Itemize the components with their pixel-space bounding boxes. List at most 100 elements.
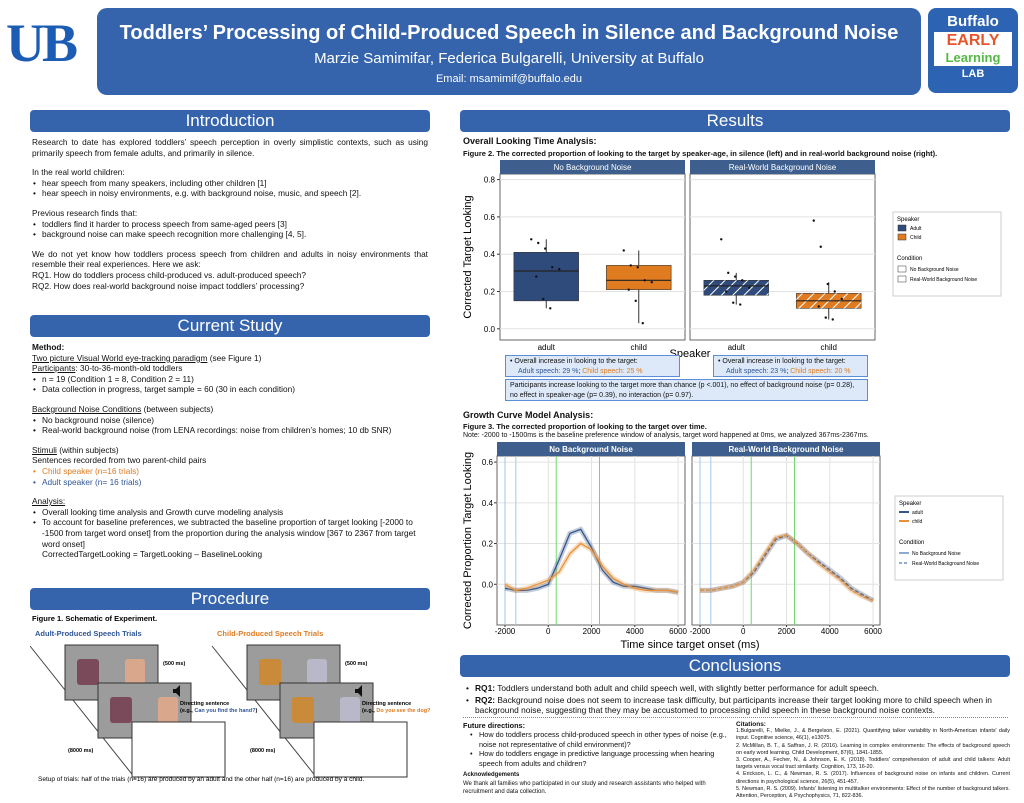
- picture: [125, 659, 145, 685]
- line: Sentences recorded from two parent-child…: [32, 455, 207, 466]
- panel-strip: [500, 160, 685, 174]
- legend-label: Adult: [910, 226, 922, 232]
- data-point: [629, 264, 632, 267]
- section-heading: Results: [460, 110, 1010, 132]
- legend-title: Condition: [897, 256, 922, 262]
- data-point: [741, 279, 744, 282]
- panel-strip: [690, 160, 875, 174]
- legend-title: Condition: [899, 540, 924, 546]
- child-value: Child speech: 25 %: [582, 367, 643, 375]
- data-point: [530, 238, 533, 241]
- citation: 3. Cooper, A., Fecher, N., & Johnson, E.…: [736, 757, 1010, 771]
- future-heading: Future directions:: [463, 721, 526, 730]
- figure-2: Corrected Target Looking 0.0 0.2 0.4 0.6 0.8 N…: [462, 160, 1002, 360]
- bullet: Child speaker (n=16 trials): [32, 466, 428, 477]
- timeline: [30, 645, 136, 779]
- bullet: hear speech in noisy environments, e.g. …: [32, 188, 428, 199]
- bullet: No background noise (silence): [32, 415, 428, 426]
- legend-swatch: [897, 275, 907, 283]
- row-head: Analysis:: [32, 496, 66, 507]
- y-tick-label: 0.8: [484, 176, 496, 185]
- citations-heading: Citations:: [736, 721, 766, 728]
- x-tick-label: child: [631, 343, 647, 352]
- line: RQ2. How does real-world background nois…: [32, 280, 305, 291]
- summary-box: • Overall increase in looking to the tar…: [505, 355, 680, 377]
- data-point: [840, 297, 843, 301]
- row-head: Background Noise Conditions: [32, 403, 142, 414]
- data-point: [734, 275, 737, 278]
- text-block: Analysis:Overall looking time analysis a…: [32, 496, 428, 560]
- legend-label: adult: [912, 510, 923, 516]
- procedure-figure: Figure 1. Schematic of Experiment. Adult-…: [30, 614, 430, 783]
- example-prefix: (e.g.,: [362, 708, 376, 714]
- cue: Directing sentence: [180, 701, 229, 707]
- citation: 1.Bulgarelli, F., Mielke, J., & Bergelso…: [736, 728, 1010, 742]
- data-point: [622, 249, 625, 252]
- subheading: Growth Curve Model Analysis:: [463, 410, 594, 420]
- duration: (500 ms): [163, 661, 185, 667]
- figure-caption: Figure 1. Schematic of Experiment.: [32, 614, 157, 623]
- paragraph: In the real world children:: [32, 167, 125, 178]
- data-point: [627, 288, 630, 291]
- summary-values: Adult speech: 29 %; Child speech: 25 %: [510, 367, 675, 377]
- legend-label: No Background Noise: [912, 551, 961, 557]
- study-text: Method: Two picture Visual World eye-trac…: [32, 342, 428, 569]
- panel-title: Real-World Background Noise: [729, 163, 837, 172]
- ack-text: We thank all families who participated i…: [463, 781, 706, 796]
- duration: (8000 ms): [68, 748, 94, 754]
- panel-bg: [689, 173, 876, 341]
- conclusion-text: Background noise does not seem to increa…: [475, 694, 992, 716]
- example: (e.g., Can you find the hand?): [180, 708, 257, 714]
- y-tick-label: 0.2: [482, 540, 494, 549]
- summary-values: Adult speech: 23 %; Child speech: 20 %: [718, 367, 863, 377]
- text-block: Stimuli (within subjects) Sentences recor…: [32, 445, 428, 487]
- poster-title: Toddlers’ Processing of Child-Produced S…: [119, 22, 899, 44]
- header-banner: Toddlers’ Processing of Child-Produced S…: [97, 8, 921, 95]
- row-head: Participants: [32, 363, 76, 374]
- legend-label: Child: [910, 235, 922, 241]
- conclusion: RQ2: Background noise does not seem to i…: [465, 695, 1005, 716]
- summary-lead: • Overall increase in looking to the tar…: [510, 358, 638, 365]
- figure-caption: Figure 3. The corrected proportion of lo…: [463, 422, 707, 431]
- picture: [259, 659, 281, 685]
- note: CorrectedTargetLooking = TargetLooking –…: [42, 549, 263, 560]
- paragraph: Previous research finds that:: [32, 207, 138, 218]
- bullet: n = 19 (Condition 1 = 8, Condition 2 = 1…: [32, 374, 428, 385]
- bullet: Real-world background noise (from LENA r…: [32, 425, 428, 436]
- data-point: [650, 280, 653, 284]
- row-text: (see Figure 1): [207, 352, 262, 363]
- citation: 4. Erickson, L. C., & Newman, R. S. (201…: [736, 771, 1010, 785]
- example-sentence: Do you see the dog?: [376, 708, 430, 714]
- summary-note: Participants increase looking to the tar…: [505, 379, 868, 401]
- authors: Marzie Samimifar, Federica Bulgarelli, U…: [314, 50, 704, 67]
- data-point: [535, 275, 538, 278]
- bullet: Adult speaker (n= 16 trials): [32, 477, 428, 488]
- future-item: How do toddlers process child-produced s…: [469, 730, 731, 749]
- separator: [463, 717, 1008, 718]
- email: Email: msamimif@buffalo.edu: [435, 73, 583, 85]
- line: RQ1. How do toddlers process child-produ…: [32, 269, 306, 280]
- panel-title: No Background Noise: [554, 163, 632, 172]
- subheading: Overall Looking Time Analysis:: [463, 136, 597, 146]
- x-axis-title: Time since target onset (ms): [621, 639, 760, 651]
- data-point: [819, 245, 822, 248]
- example-suffix: ): [255, 708, 257, 714]
- x-tick-label: 6000: [669, 627, 687, 636]
- logo-word: EARLY: [934, 32, 1012, 49]
- y-tick-label: 0.0: [484, 325, 496, 334]
- data-point: [739, 303, 742, 306]
- text-block: In the real world children:hear speech f…: [32, 167, 428, 199]
- y-axis-title: Corrected Proportion Target Looking: [462, 452, 474, 629]
- data-point: [542, 297, 545, 301]
- example-prefix: (e.g.,: [180, 708, 194, 714]
- data-point: [833, 290, 836, 293]
- row-head: Stimuli: [32, 444, 57, 455]
- logo-word: Buffalo: [947, 13, 999, 30]
- picture: [110, 697, 132, 723]
- legend-swatch: [897, 265, 907, 273]
- logo-word: LAB: [961, 68, 985, 80]
- adult-value: Adult speech: 23 %: [726, 367, 787, 375]
- separator: ;: [578, 367, 583, 375]
- paragraph: We do not yet know how toddlers process …: [32, 248, 428, 270]
